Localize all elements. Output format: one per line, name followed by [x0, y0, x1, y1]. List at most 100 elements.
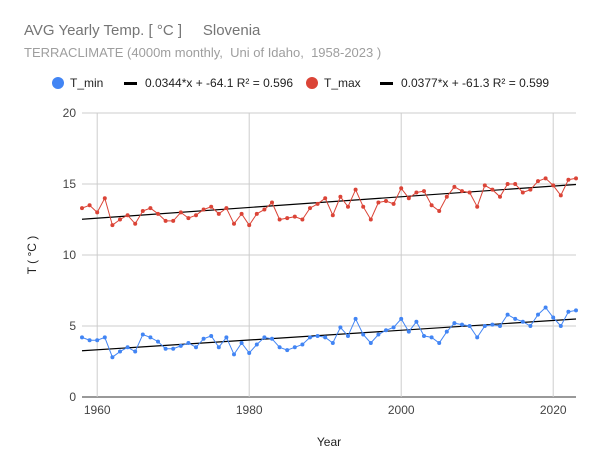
- data-point-t_min: [239, 341, 244, 346]
- data-point-t_min: [102, 335, 107, 340]
- data-point-t_max: [429, 203, 434, 208]
- data-point-t_min: [399, 316, 404, 321]
- legend-item-tmax[interactable]: T_max: [306, 76, 361, 90]
- data-point-t_min: [133, 349, 138, 354]
- data-point-t_max: [232, 221, 236, 226]
- data-point-t_min: [323, 335, 328, 340]
- data-point-t_max: [536, 179, 540, 184]
- data-point-t_max: [574, 176, 578, 181]
- data-point-t_min: [171, 346, 176, 351]
- tick-labels: 0 5 10 15 20 1960 1980 2000 2020: [63, 106, 567, 417]
- data-point-t_min: [543, 305, 548, 310]
- data-point-t_min: [353, 316, 358, 321]
- data-point-t_max: [239, 211, 244, 216]
- data-point-t_max: [513, 182, 518, 186]
- data-point-t_max: [498, 194, 502, 199]
- data-point-t_max: [467, 190, 472, 195]
- data-point-t_max: [437, 208, 442, 213]
- data-point-t_min: [224, 335, 229, 340]
- grid-lines: [82, 112, 576, 398]
- data-point-t_min: [558, 324, 563, 328]
- data-point-t_min: [308, 335, 312, 340]
- y-tick-label: 0: [69, 390, 76, 404]
- data-point-t_max: [475, 204, 480, 209]
- data-point-t_max: [490, 187, 495, 192]
- data-point-t_min: [262, 335, 267, 340]
- data-point-t_max: [247, 223, 252, 228]
- legend-item-trend-tmax[interactable]: 0.0377*x + -61.3 R² = 0.599: [380, 76, 549, 90]
- data-point-t_max: [148, 206, 153, 211]
- data-point-t_max: [528, 187, 533, 192]
- data-point-t_min: [490, 322, 495, 327]
- data-point-t_min: [209, 333, 214, 338]
- data-point-t_min: [361, 332, 366, 337]
- data-point-t_max: [414, 190, 419, 195]
- legend-item-trend-tmin[interactable]: 0.0344*x + -64.1 R² = 0.596: [124, 76, 293, 90]
- data-point-t_max: [125, 213, 130, 218]
- data-point-t_max: [482, 183, 487, 188]
- legend-label-tmax: T_max: [324, 76, 361, 90]
- data-point-t_min: [391, 325, 396, 330]
- data-point-t_max: [543, 176, 548, 181]
- data-point-t_max: [110, 223, 115, 228]
- data-point-t_min: [482, 324, 487, 328]
- data-point-t_max: [292, 214, 297, 219]
- data-point-t_min: [429, 335, 434, 340]
- data-point-t_max: [300, 217, 305, 222]
- data-point-t_min: [467, 324, 472, 328]
- data-point-t_max: [95, 210, 100, 215]
- data-point-t_min: [338, 325, 343, 330]
- legend-label-trend-tmin: 0.0344*x + -64.1 R² = 0.596: [145, 76, 294, 90]
- legend-label-tmin: T_min: [70, 76, 104, 90]
- data-point-t_min: [551, 315, 556, 320]
- data-point-t_max: [163, 218, 168, 223]
- data-point-t_min: [277, 345, 282, 350]
- data-point-t_min: [520, 319, 525, 324]
- data-point-t_min: [285, 348, 290, 353]
- data-point-t_max: [194, 213, 198, 218]
- data-point-t_max: [209, 204, 214, 209]
- data-point-t_min: [513, 316, 518, 321]
- data-point-t_max: [558, 193, 563, 198]
- data-point-t_min: [300, 342, 305, 347]
- data-point-t_max: [80, 206, 84, 211]
- data-point-t_max: [406, 196, 411, 201]
- data-point-t_max: [285, 216, 290, 221]
- y-tick-label: 15: [63, 177, 77, 191]
- data-point-t_min: [254, 342, 259, 347]
- data-point-t_min: [95, 338, 100, 343]
- data-point-t_min: [536, 312, 540, 317]
- data-point-t_max: [551, 183, 556, 188]
- data-point-t_min: [194, 345, 198, 350]
- y-tick-label: 20: [63, 106, 77, 120]
- data-point-t_min: [148, 335, 153, 340]
- data-point-t_min: [460, 322, 464, 327]
- data-point-t_max: [460, 189, 464, 194]
- data-point-t_max: [353, 187, 358, 192]
- data-point-t_min: [330, 341, 335, 346]
- data-point-t_max: [156, 211, 160, 216]
- x-tick-label: 1980: [236, 403, 263, 417]
- data-point-t_max: [346, 204, 350, 209]
- data-point-t_min: [315, 333, 320, 338]
- x-tick-label: 2000: [388, 403, 415, 417]
- data-point-t_max: [140, 208, 145, 213]
- data-point-t_max: [338, 194, 343, 199]
- data-point-t_min: [186, 341, 191, 346]
- data-point-t_max: [422, 189, 426, 194]
- y-axis-label: T ( °C ): [25, 236, 39, 275]
- data-point-t_min: [178, 343, 183, 348]
- data-point-t_min: [444, 329, 449, 334]
- data-point-t_max: [384, 199, 388, 204]
- data-point-t_min: [163, 346, 168, 351]
- data-point-t_max: [201, 207, 206, 212]
- legend-swatch-trend-tmax: [380, 81, 393, 85]
- data-point-t_min: [346, 333, 350, 338]
- legend-swatch-tmax: [306, 77, 318, 89]
- legend-item-tmin[interactable]: T_min: [52, 76, 103, 90]
- data-series: [80, 176, 578, 360]
- data-point-t_max: [262, 207, 267, 212]
- data-point-t_min: [156, 339, 160, 344]
- x-tick-label: 2020: [540, 403, 567, 417]
